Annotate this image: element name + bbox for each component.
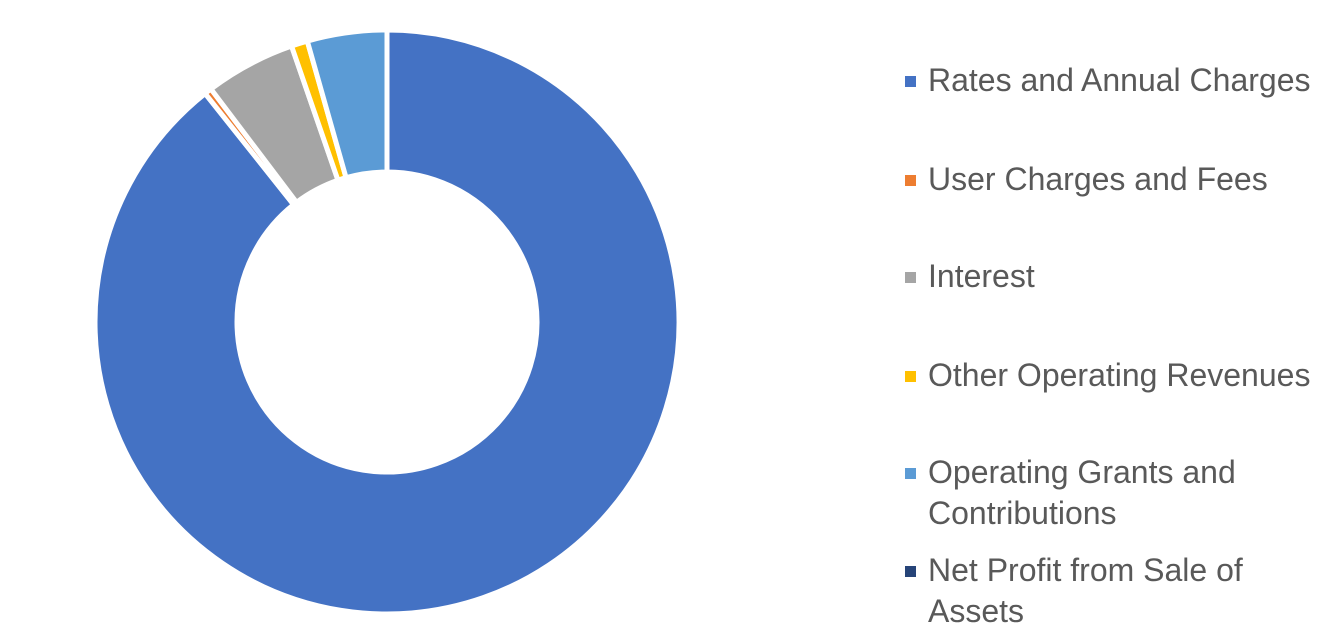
legend-item-user-charges: User Charges and Fees <box>905 159 1318 200</box>
donut-slice-0 <box>92 27 682 617</box>
donut-slice-4 <box>304 27 390 181</box>
legend-swatch-grants <box>905 468 916 479</box>
legend-item-net-profit: Net Profit from Sale of Assets <box>905 550 1318 632</box>
legend-label-grants: Operating Grants and Contributions <box>928 454 1236 531</box>
legend-item-interest: Interest <box>905 256 1318 297</box>
legend-swatch-interest <box>905 272 916 283</box>
legend-label-net-profit: Net Profit from Sale of Assets <box>928 552 1243 629</box>
legend-swatch-other-operating <box>905 371 916 382</box>
legend-swatch-net-profit <box>905 566 916 577</box>
legend-item-grants: Operating Grants and Contributions <box>905 452 1318 534</box>
legend-label-user-charges: User Charges and Fees <box>928 161 1268 197</box>
legend-swatch-user-charges <box>905 175 916 186</box>
legend-label-interest: Interest <box>928 258 1035 294</box>
legend-swatch-rates <box>905 76 916 87</box>
legend-item-rates: Rates and Annual Charges <box>905 60 1318 101</box>
legend-item-other-operating: Other Operating Revenues <box>905 355 1318 396</box>
donut-chart-svg <box>92 27 682 617</box>
legend-label-other-operating: Other Operating Revenues <box>928 357 1311 393</box>
donut-chart <box>92 27 682 617</box>
legend-label-rates: Rates and Annual Charges <box>928 62 1311 98</box>
